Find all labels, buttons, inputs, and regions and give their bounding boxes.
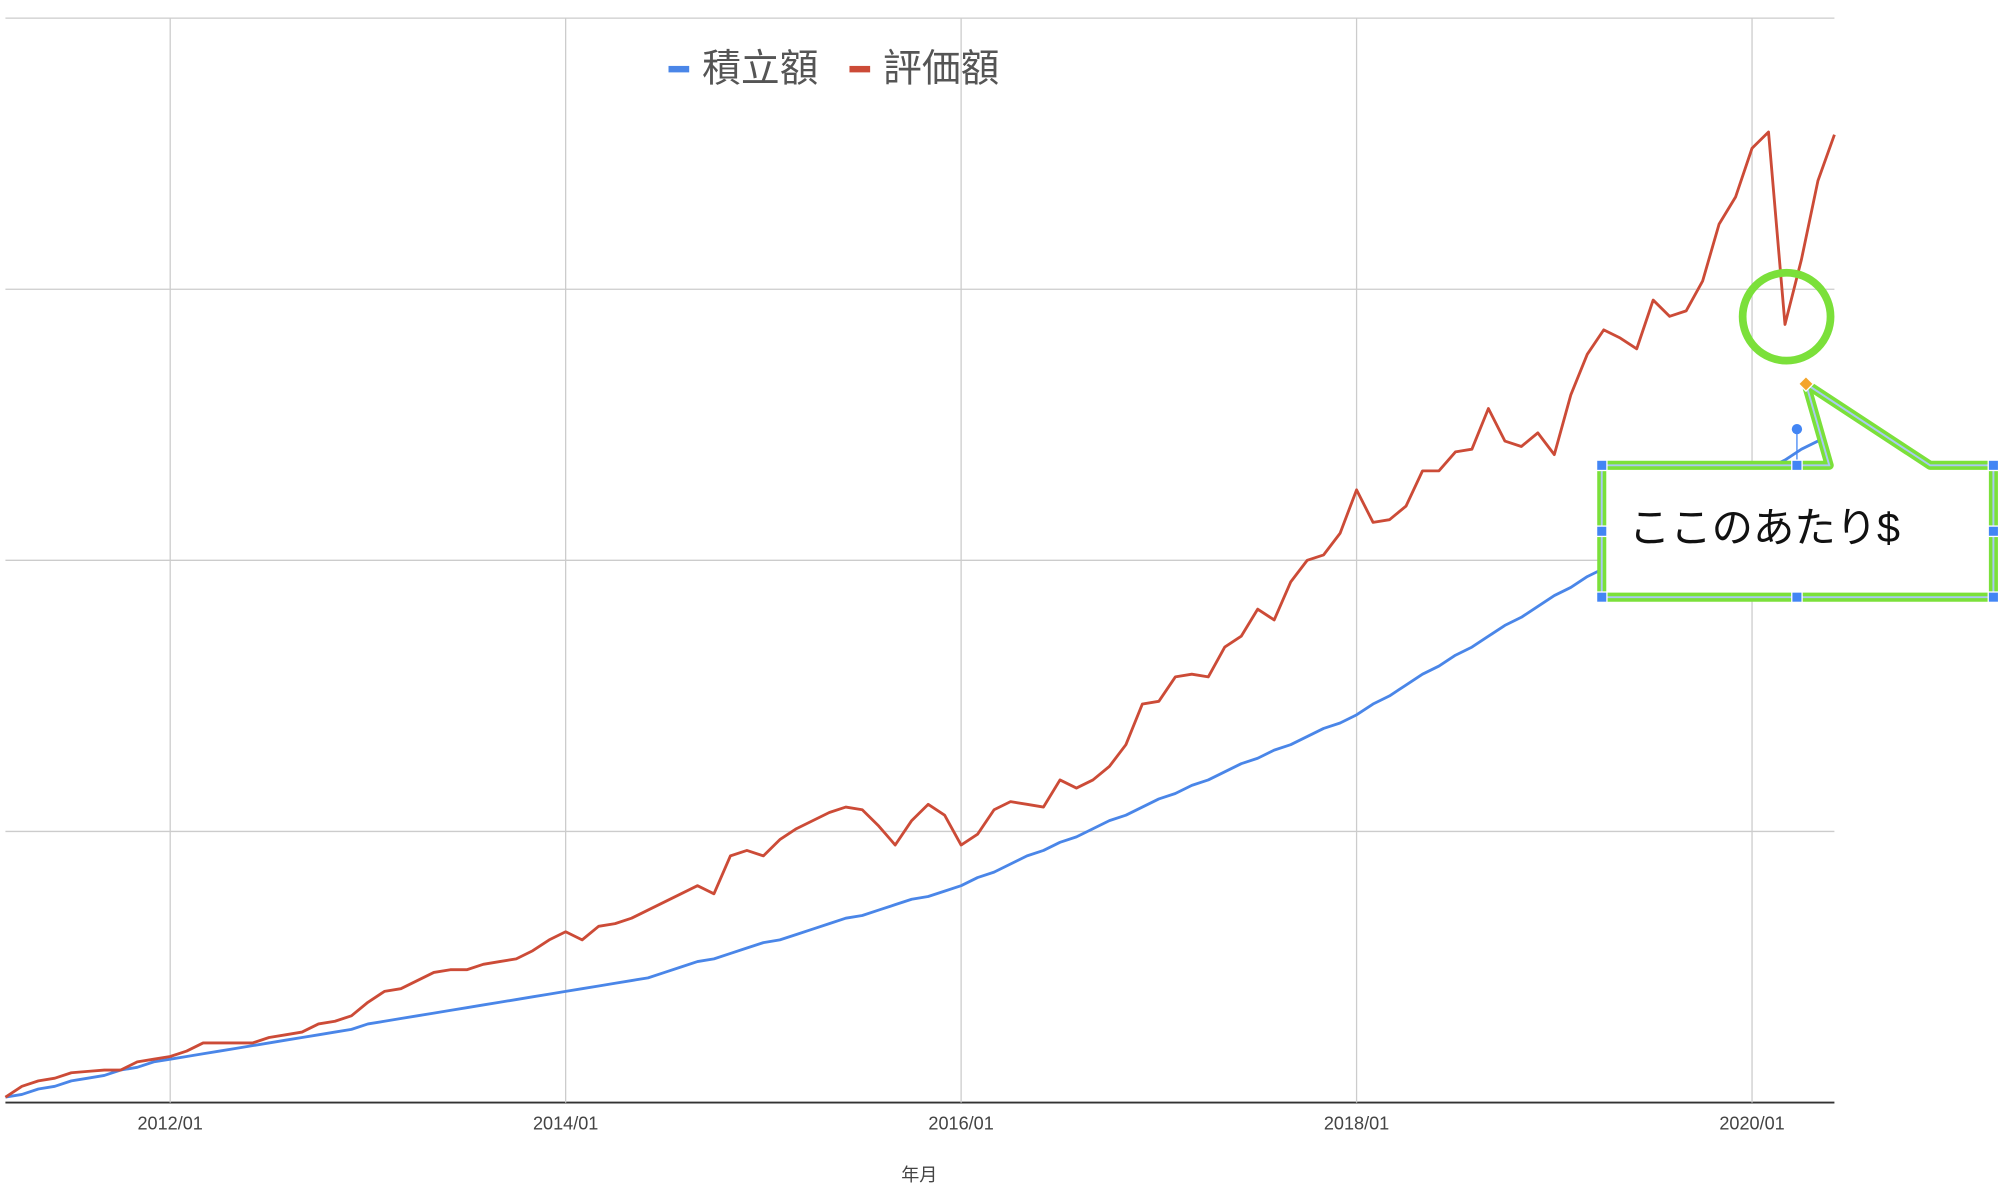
resize-handle (1987, 459, 2000, 472)
x-tick-label: 2016/01 (928, 1113, 993, 1133)
highlight-circle (1738, 268, 1835, 365)
adjust-handle (1797, 375, 1815, 393)
resize-handle (1791, 591, 1803, 603)
resize-handle (1987, 591, 2000, 603)
legend-label: 積立額 (702, 47, 818, 90)
callout-inner (1600, 381, 1995, 599)
x-tick-label: 2020/01 (1719, 1113, 1784, 1133)
x-tick-label: 2018/01 (1324, 1113, 1389, 1133)
rotate-handle (1791, 423, 1803, 435)
data-line (4, 130, 1836, 1099)
legend-swatch (668, 65, 690, 73)
x-axis-label: 年月 (901, 1165, 937, 1184)
data-line (5, 429, 1836, 1099)
legend-swatch (849, 65, 871, 73)
annotation-text: ここのあたり$ (1629, 505, 1900, 551)
resize-handle (1595, 459, 1608, 472)
resize-handle (1595, 525, 1608, 538)
resize-handle (1791, 459, 1803, 472)
resize-handle (1987, 525, 2000, 538)
x-tick-label: 2014/01 (533, 1113, 598, 1133)
callout-outline (1597, 379, 1998, 602)
annotation: ここのあたり$ (1595, 268, 2000, 603)
resize-handle (1595, 591, 1608, 603)
x-tick-label: 2012/01 (138, 1113, 203, 1133)
legend-label: 評価額 (883, 47, 999, 90)
